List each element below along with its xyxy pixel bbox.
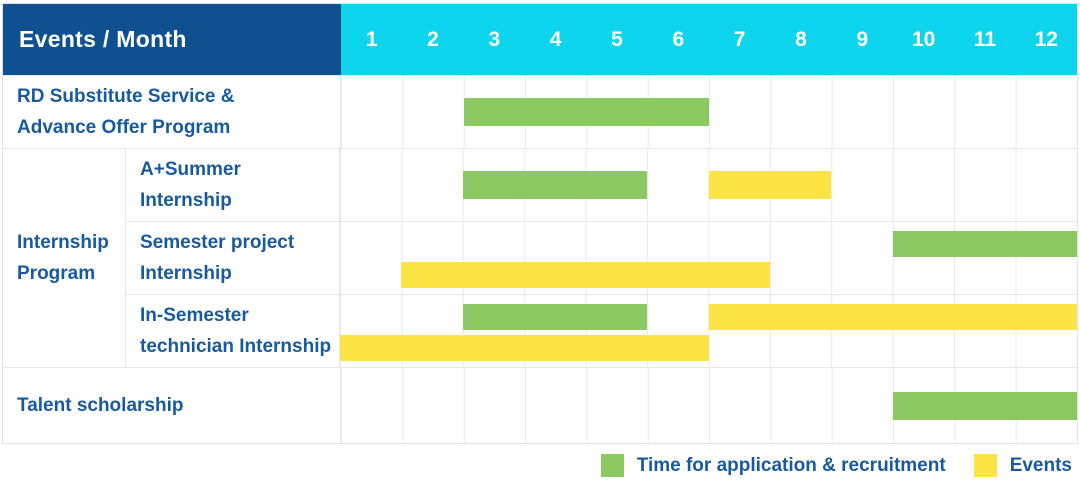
subrow-label: A+Summer Internship xyxy=(140,159,241,211)
timeline-cell xyxy=(340,149,1077,221)
events-bar xyxy=(340,335,709,361)
timeline-cell xyxy=(341,368,1077,443)
group-label: Internship Program xyxy=(17,232,109,284)
timeline-cell xyxy=(340,295,1077,367)
row-label-cell: RD Substitute Service & Advance Offer Pr… xyxy=(3,76,341,148)
application-bar xyxy=(463,98,709,126)
events-bar xyxy=(708,304,1077,330)
application-bar xyxy=(462,171,648,199)
row-a-summer-internship: A+Summer Internship xyxy=(126,149,1077,221)
row-in-semester-technician-internship: In-Semester technician Internship xyxy=(126,294,1077,367)
legend-item-application: Time for application & recruitment xyxy=(600,454,946,477)
month-label: 5 xyxy=(611,27,623,51)
events-color-swatch xyxy=(973,454,997,477)
month-label: 12 xyxy=(1034,27,1058,51)
table-header-row: Events / Month 1 2 3 4 5 6 7 8 9 10 11 12 xyxy=(3,4,1077,75)
events-table: Events / Month 1 2 3 4 5 6 7 8 9 10 11 12 RD Substi… xyxy=(2,3,1078,444)
row-semester-project-internship: Semester project Internship xyxy=(126,221,1077,294)
events-bar xyxy=(708,171,832,199)
group-label-cell: Internship Program xyxy=(3,149,126,367)
month-label: 10 xyxy=(911,27,936,51)
month-label: 3 xyxy=(488,27,501,51)
legend: Time for application & recruitment Event… xyxy=(600,454,1072,477)
month-label: 4 xyxy=(549,27,562,51)
month-label: 11 xyxy=(973,27,997,51)
subrow-label: Semester project Internship xyxy=(140,232,295,284)
row-talent-scholarship: Talent scholarship xyxy=(3,367,1077,443)
row-label-cell: Talent scholarship xyxy=(3,368,341,443)
month-label: 1 xyxy=(365,27,378,51)
events-month-header-cell: Events / Month xyxy=(3,4,341,75)
legend-item-events: Events xyxy=(973,454,1072,477)
timeline-cell xyxy=(341,76,1077,148)
row-label: Talent scholarship xyxy=(17,395,184,416)
application-bar xyxy=(893,391,1077,420)
row-rd-substitute: RD Substitute Service & Advance Offer Pr… xyxy=(3,75,1077,148)
group-subrows: A+Summer Internship Semester project Int… xyxy=(126,149,1077,367)
month-label: 2 xyxy=(427,27,439,51)
row-label: RD Substitute Service & Advance Offer Pr… xyxy=(17,86,235,138)
subrow-label: In-Semester technician Internship xyxy=(140,305,332,357)
application-bar xyxy=(462,304,648,330)
application-color-swatch xyxy=(600,454,624,477)
month-header-row: 1 2 3 4 5 6 7 8 9 10 11 12 xyxy=(341,4,1077,75)
application-bar xyxy=(892,231,1077,257)
row-group-internship-program: Internship Program A+Summer Internship S… xyxy=(3,148,1077,367)
timeline-cell xyxy=(340,222,1077,294)
events-month-label: Events / Month xyxy=(19,26,187,52)
subrow-label-cell: In-Semester technician Internship xyxy=(126,295,340,367)
month-label: 7 xyxy=(733,27,746,51)
month-label: 6 xyxy=(672,27,685,51)
subrow-label-cell: A+Summer Internship xyxy=(126,149,340,221)
month-label: 9 xyxy=(856,27,869,51)
subrow-label-cell: Semester project Internship xyxy=(126,222,340,294)
legend-label: Events xyxy=(1009,454,1072,476)
legend-label: Time for application & recruitment xyxy=(636,454,946,476)
month-label: 8 xyxy=(795,27,807,51)
events-bar xyxy=(401,262,770,288)
